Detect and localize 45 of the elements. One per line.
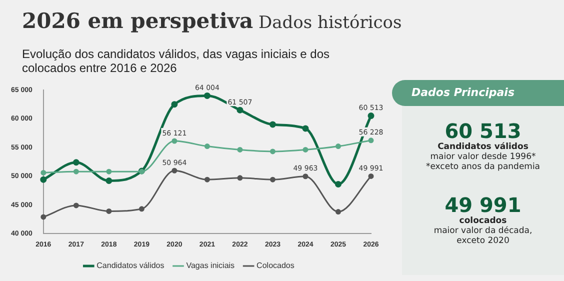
legend-label: Vagas iniciais — [186, 261, 235, 270]
point — [204, 176, 210, 182]
point — [72, 159, 80, 166]
point — [40, 170, 46, 176]
point — [368, 138, 374, 144]
text: 49 991 — [444, 193, 522, 217]
point — [204, 92, 210, 99]
text: colocados — [458, 216, 508, 226]
point — [40, 176, 47, 183]
point — [302, 146, 308, 152]
point — [270, 148, 276, 154]
point — [172, 168, 178, 174]
text: Evolução dos candidatos válidos, das vagas iniciais e dos colocados entre 2016 e 2026 — [22, 47, 331, 75]
point — [236, 106, 244, 114]
point — [106, 168, 112, 174]
legend-label: Candidatos válidos — [96, 261, 164, 270]
legend-label: Colocados — [256, 261, 294, 270]
point — [237, 146, 243, 152]
point — [106, 178, 112, 184]
point — [270, 176, 276, 182]
text: Dados Principais — [392, 80, 564, 106]
point — [302, 125, 309, 132]
point — [368, 173, 374, 179]
point — [73, 168, 79, 174]
point — [368, 112, 374, 120]
point — [335, 209, 341, 215]
point — [204, 144, 210, 150]
text: maior valor desde 1996* — [429, 152, 537, 162]
text: Candidatos válidos — [436, 142, 530, 152]
point — [335, 144, 341, 150]
point — [171, 101, 178, 108]
text: maior valor da década, exceto 2020 — [432, 226, 534, 246]
text: 60 513 — [444, 119, 522, 143]
point — [106, 208, 112, 214]
point — [237, 175, 243, 181]
point — [302, 174, 308, 180]
chart-title: 2026 em perspetiva — [22, 8, 254, 33]
point — [40, 214, 46, 220]
text: *exceto anos da pandemia — [424, 162, 542, 172]
point — [172, 138, 178, 144]
point — [269, 121, 276, 128]
point — [138, 206, 144, 212]
chart-subtitle: Dados históricos — [258, 13, 402, 33]
point — [334, 180, 342, 188]
point — [73, 202, 79, 208]
